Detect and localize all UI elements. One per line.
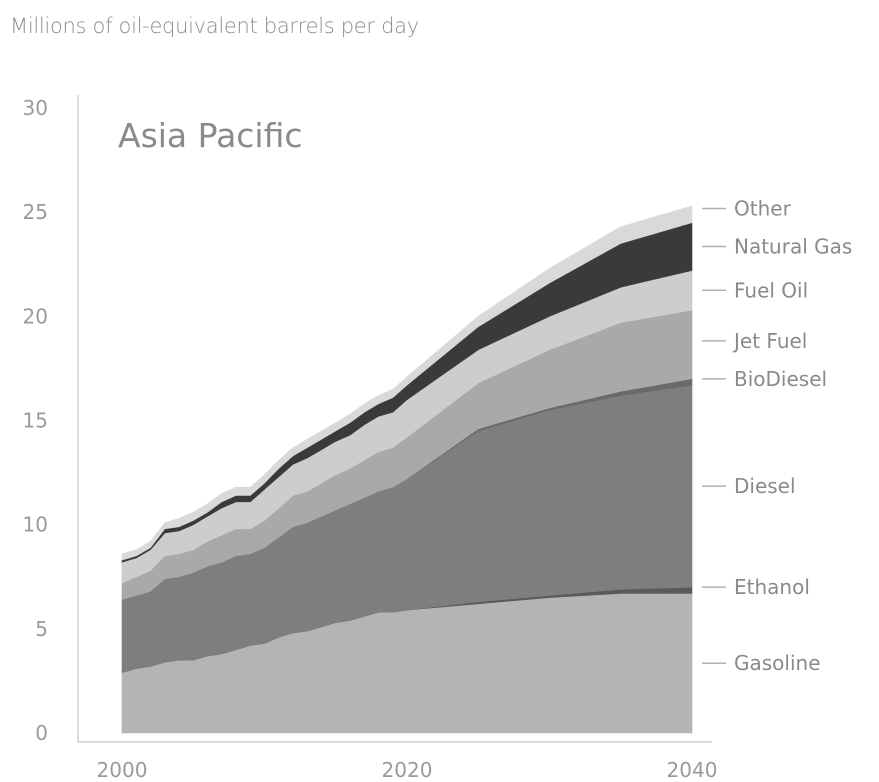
series-label-natural-gas: Natural Gas	[734, 235, 852, 259]
series-label-other: Other	[734, 197, 792, 221]
y-tick-label: 30	[23, 96, 48, 120]
x-tick-label: 2040	[667, 758, 718, 782]
area-layer	[121, 205, 693, 734]
series-label-ethanol: Ethanol	[734, 575, 810, 599]
x-tick-label: 2020	[382, 758, 433, 782]
chart-subtitle: Millions of oil-equivalent barrels per d…	[10, 14, 419, 38]
panel-label: Asia Pacific	[118, 116, 303, 155]
y-tick-label: 15	[23, 409, 48, 433]
x-tick-label: 2000	[97, 758, 148, 782]
y-tick-label: 20	[23, 304, 48, 328]
axes-layer: 0 5 10 15 20 25 30 2000 2020 2040	[23, 95, 718, 782]
y-tick-label: 10	[23, 513, 48, 537]
series-label-layer: Gasoline Ethanol Diesel BioDiesel Jet Fuel Fu…	[702, 197, 852, 675]
y-tick-label: 25	[23, 200, 48, 224]
series-label-jet-fuel: Jet Fuel	[732, 329, 807, 353]
y-tick-label: 0	[35, 721, 48, 745]
y-tick-label: 5	[35, 617, 48, 641]
series-label-diesel: Diesel	[734, 474, 796, 498]
series-label-gasoline: Gasoline	[734, 651, 821, 675]
area-other	[121, 205, 693, 561]
series-label-fuel-oil: Fuel Oil	[734, 278, 808, 302]
series-label-biodiesel: BioDiesel	[734, 367, 827, 391]
